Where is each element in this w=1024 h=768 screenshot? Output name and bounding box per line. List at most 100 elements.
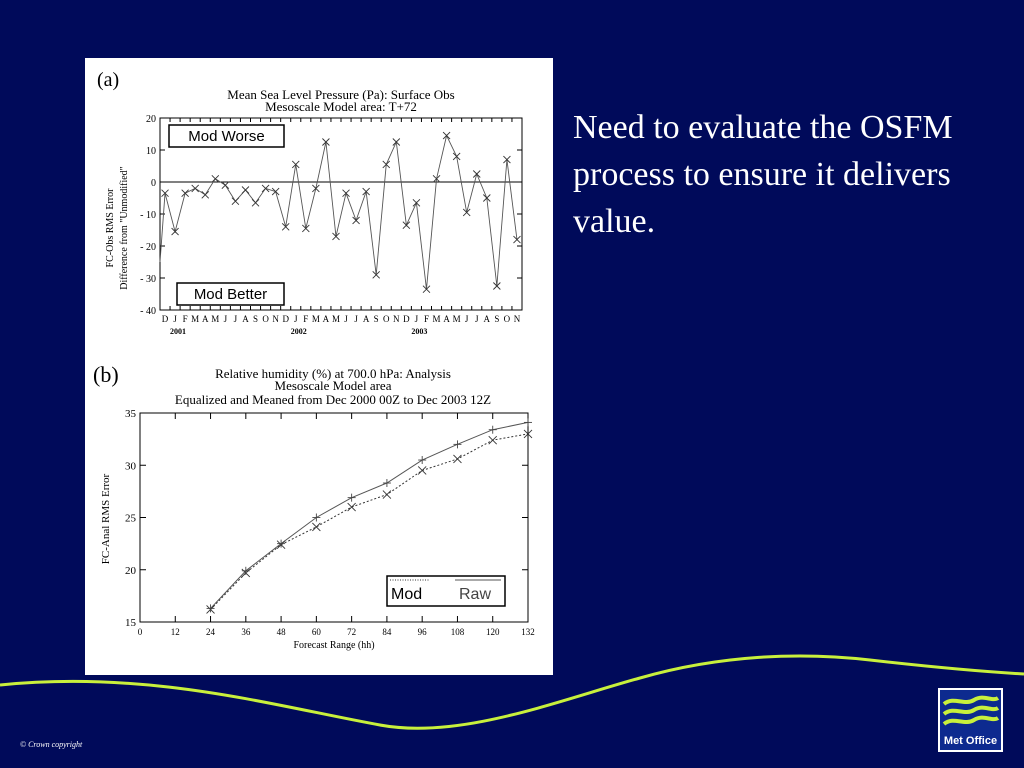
chart-b-series-raw-line — [210, 421, 529, 609]
chart-a-point — [301, 224, 310, 233]
chart-b-ytick-label: 30 — [125, 460, 137, 472]
chart-a-month-label: J — [354, 314, 358, 324]
chart-b-xtick-label: 60 — [312, 627, 322, 637]
legend-box — [386, 575, 506, 607]
chart-a-ytick-label: - 10 — [140, 210, 156, 221]
chart-a-point — [211, 174, 220, 183]
chart-a-subtitle: Mesoscale Model area: T+72 — [265, 99, 417, 114]
chart-b-point-raw — [347, 493, 356, 502]
chart-b-xtick-label: 108 — [451, 627, 465, 637]
chart-a-point — [432, 174, 441, 183]
chart-a-month-label: J — [344, 314, 348, 324]
chart-a-point — [342, 189, 350, 198]
chart-b-ytick-label: 15 — [125, 617, 137, 629]
copyright-text: © Crown copyright — [20, 740, 83, 749]
chart-a-month-label: A — [363, 314, 370, 324]
chart-a-point — [221, 181, 230, 190]
chart-b-xtick-label: 12 — [171, 627, 180, 637]
chart-a-point — [452, 152, 461, 161]
chart-b-point-mod — [312, 522, 321, 532]
chart-b-point-mod — [347, 502, 356, 512]
slide-bullet-text: Need to evaluate the OSFM process to ens… — [573, 109, 953, 240]
chart-a-point — [472, 170, 481, 178]
chart-b-xlabel: Forecast Range (hh) — [293, 640, 374, 651]
chart-b-xtick-label: 36 — [241, 627, 251, 637]
chart-a-point — [312, 184, 320, 193]
chart-a-month-label: M — [453, 314, 461, 324]
chart-a-point — [382, 160, 391, 169]
figure-panel: (a) Mean Sea Level Pressure (Pa): Surfac… — [85, 58, 553, 675]
chart-a-month-label: O — [262, 314, 269, 324]
chart-b-point-mod — [453, 454, 462, 464]
chart-b-y-axis: 15 20 25 30 35 — [125, 408, 528, 629]
chart-b-title: Relative humidity (%) at 700.0 hPa: Anal… — [215, 366, 451, 381]
chart-b-series-mod-line — [210, 433, 529, 610]
chart-b-point-raw — [241, 566, 250, 575]
chart-b-ytick-label: 35 — [125, 408, 137, 420]
chart-a-month-label: D — [162, 314, 169, 324]
chart-b-xtick-label: 0 — [138, 627, 143, 637]
chart-b-xtick-label: 72 — [347, 627, 356, 637]
chart-a-point — [392, 138, 401, 146]
chart-a-point — [231, 197, 240, 206]
chart-a-month-label: S — [494, 314, 499, 324]
chart-a-ytick-label: - 40 — [140, 306, 156, 317]
chart-a-point — [442, 131, 451, 140]
chart-b-xtick-label: 48 — [277, 627, 287, 637]
chart-a-year-labels: 2001 2002 2003 — [170, 327, 427, 336]
chart-b-ytick-label: 20 — [125, 565, 137, 577]
chart-a-month-label: M — [433, 314, 441, 324]
chart-a-ylabel-line2: Difference from "Unmodified" — [119, 166, 130, 290]
chart-a-panel-label: (a) — [97, 69, 119, 91]
chart-a-month-label: D — [282, 314, 289, 324]
chart-a-month-label: F — [424, 314, 429, 324]
chart-a-title: Mean Sea Level Pressure (Pa): Surface Ob… — [227, 87, 454, 102]
chart-a-month-label: N — [514, 314, 521, 324]
chart-a-ytick-label: 20 — [146, 114, 156, 125]
mod-worse-label: Mod Worse — [188, 128, 264, 145]
chart-b-point-raw — [277, 539, 286, 548]
met-office-logo: Met Office — [938, 688, 1003, 752]
legend-raw-label: Raw — [459, 586, 491, 603]
chart-a-month-label: A — [323, 314, 330, 324]
chart-a-point — [372, 270, 381, 279]
chart-a-point — [332, 232, 340, 241]
chart-a-ytick-label: 0 — [151, 178, 156, 189]
logo-label: Met Office — [943, 735, 998, 747]
chart-a-point — [191, 184, 200, 193]
chart-a-point — [201, 190, 210, 199]
chart-a-point — [352, 216, 360, 225]
chart-a-month-label: J — [475, 314, 479, 324]
chart-a-year-label: 2003 — [411, 327, 427, 336]
chart-a-month-label: D — [403, 314, 410, 324]
chart-a-ytick-label: 10 — [146, 146, 156, 157]
chart-a: (a) Mean Sea Level Pressure (Pa): Surfac… — [97, 69, 523, 336]
mod-worse-box — [168, 124, 285, 148]
chart-a-point — [513, 235, 521, 244]
chart-a-month-label: J — [415, 314, 419, 324]
chart-b-point-raw — [418, 456, 427, 465]
wave-icon — [942, 695, 1000, 726]
chart-b-point-raw — [453, 440, 462, 449]
chart-b: (b) Relative humidity (%) at 700.0 hPa: … — [93, 362, 535, 651]
chart-b-point-mod — [523, 429, 533, 439]
chart-b-x-axis: 0 12 24 36 48 60 72 84 96 108 120 132 — [138, 413, 535, 637]
chart-a-series-line — [159, 134, 518, 290]
chart-a-point — [241, 186, 250, 194]
chart-a-month-label: A — [202, 314, 209, 324]
chart-a-point — [291, 160, 300, 169]
chart-b-point-mod — [417, 466, 427, 475]
chart-a-month-label: M — [332, 314, 340, 324]
chart-a-point — [251, 198, 260, 207]
chart-a-ytick-label: - 20 — [140, 242, 156, 253]
chart-a-point — [462, 208, 471, 217]
chart-a-year-label: 2002 — [291, 327, 307, 336]
chart-b-series-mod-points — [206, 429, 533, 614]
chart-a-point — [261, 184, 270, 193]
chart-a-month-label: J — [465, 314, 469, 324]
chart-a-month-label: F — [303, 314, 308, 324]
chart-b-ylabel: FC-Anal RMS Error — [100, 473, 112, 564]
chart-a-month-label: N — [272, 314, 279, 324]
mod-better-box — [176, 282, 285, 306]
